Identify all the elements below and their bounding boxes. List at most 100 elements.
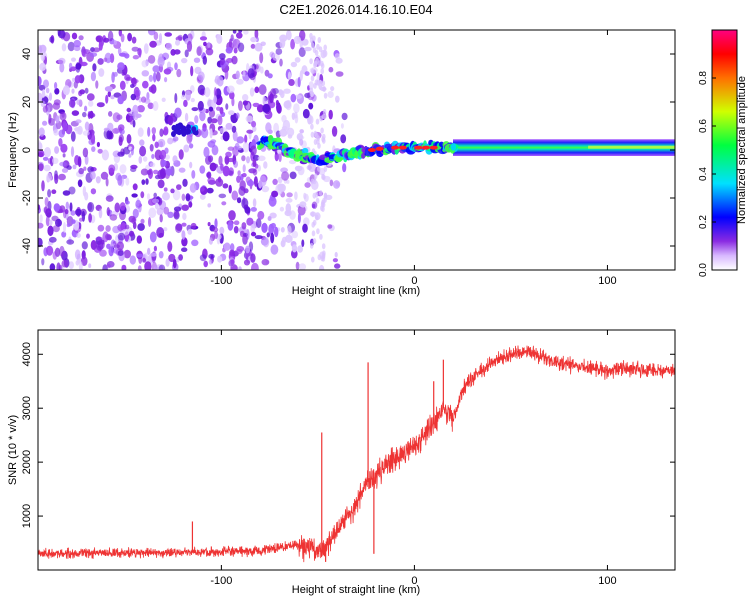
noise-speck [155, 71, 161, 82]
noise-speck [238, 266, 242, 270]
noise-speck [331, 125, 338, 137]
noise-speck [188, 201, 193, 208]
y-tick-label: 4000 [21, 342, 33, 366]
noise-speck [164, 32, 172, 37]
noise-speck [98, 68, 105, 77]
noise-speck [41, 258, 45, 266]
noise-speck [181, 222, 187, 227]
noise-speck [57, 30, 66, 39]
noise-speck [289, 171, 297, 180]
noise-speck [68, 186, 76, 195]
noise-speck [53, 203, 60, 212]
noise-speck [314, 191, 319, 198]
noise-speck [241, 155, 246, 162]
noise-speck [206, 187, 214, 194]
noise-speck [124, 53, 130, 59]
noise-speck [207, 41, 211, 48]
noise-speck [112, 112, 121, 123]
noise-speck [211, 145, 219, 156]
noise-speck [82, 147, 89, 158]
noise-speck [257, 210, 265, 220]
noise-speck [294, 57, 301, 63]
noise-speck [205, 155, 212, 165]
noise-speck [152, 133, 156, 142]
noise-speck [58, 57, 66, 65]
colorbar-tick-label: 0.2 [698, 215, 709, 229]
noise-speck [66, 165, 72, 170]
noise-speck [207, 203, 211, 208]
noise-speck [323, 92, 328, 99]
noise-speck [51, 157, 59, 164]
noise-speck [184, 49, 189, 58]
noise-speck [207, 116, 213, 124]
noise-speck [145, 178, 149, 185]
x-tick-label: 0 [411, 275, 417, 287]
noise-speck [172, 189, 181, 201]
noise-speck [55, 115, 60, 124]
noise-speck [45, 208, 52, 218]
noise-speck [318, 264, 325, 270]
noise-speck [329, 179, 334, 187]
noise-speck [230, 34, 234, 42]
y-tick-label: 1000 [21, 504, 33, 528]
noise-speck [150, 252, 157, 257]
noise-speck [148, 207, 157, 219]
noise-speck [71, 57, 76, 62]
noise-speck [328, 66, 334, 73]
noise-speck [182, 212, 187, 221]
noise-speck [38, 163, 44, 172]
noise-speck [52, 251, 57, 260]
noise-speck [175, 223, 183, 234]
noise-speck [259, 66, 264, 74]
noise-speck [319, 190, 323, 197]
noise-speck [310, 42, 315, 49]
noise-speck [117, 47, 122, 55]
noise-speck [58, 129, 65, 138]
noise-speck [153, 31, 159, 41]
noise-speck [270, 222, 276, 229]
noise-speck [52, 225, 60, 233]
noise-speck [257, 155, 266, 162]
noise-speck [68, 261, 75, 269]
noise-speck [158, 264, 166, 270]
noise-speck [89, 110, 94, 119]
noise-speck [158, 33, 163, 44]
noise-speck [302, 108, 310, 119]
noise-speck [146, 193, 151, 200]
colorbar: 0.0 0.2 0.4 0.6 0.8 Normalized spectral ampl… [698, 29, 748, 277]
noise-speck [284, 210, 292, 217]
noise-speck [72, 164, 77, 170]
noise-speck [233, 47, 238, 54]
noise-speck [152, 65, 160, 73]
noise-speck [189, 183, 197, 193]
noise-speck [247, 68, 255, 79]
noise-speck [47, 225, 54, 237]
noise-speck [319, 115, 324, 122]
noise-speck [167, 241, 173, 252]
y-tick-label: 3000 [21, 396, 33, 420]
noise-speck [246, 217, 254, 226]
noise-speck [148, 30, 156, 36]
noise-speck [320, 68, 325, 75]
noise-speck [49, 155, 54, 167]
noise-speck [250, 36, 257, 43]
noise-speck [142, 257, 147, 263]
noise-speck [255, 218, 262, 229]
noise-speck [82, 130, 90, 136]
noise-speck [174, 62, 178, 71]
noise-speck [327, 91, 334, 98]
noise-speck [252, 198, 257, 208]
noise-speck [291, 112, 296, 121]
noise-speck [54, 173, 59, 184]
noise-speck [233, 226, 239, 234]
noise-speck [125, 200, 130, 205]
colorbar-tick-label: 0.0 [698, 263, 709, 277]
noise-speck [69, 202, 73, 212]
noise-speck [321, 206, 325, 212]
noise-speck [214, 218, 218, 229]
noise-speck [86, 93, 95, 101]
noise-speck [51, 189, 57, 194]
noise-speck [235, 112, 240, 119]
noise-speck [45, 87, 50, 94]
